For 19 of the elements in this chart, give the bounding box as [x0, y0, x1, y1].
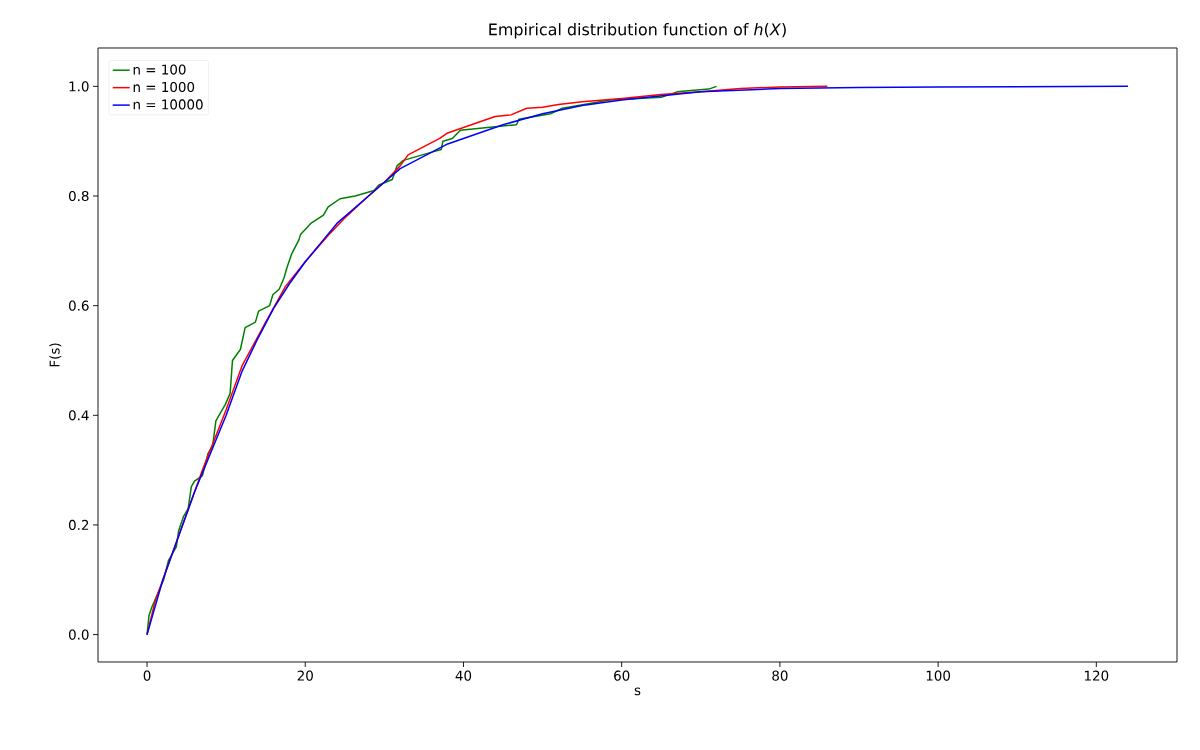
legend-label: n = 1000 [133, 81, 195, 93]
x-axis-title: s [634, 687, 641, 696]
x-tick-label: 20 [297, 670, 313, 681]
x-tick-label: 80 [772, 670, 788, 681]
y-tick-label: 0.2 [68, 519, 89, 531]
legend-label: n = 100 [133, 64, 186, 75]
chart-title: Empirical distribution function of h(X) [489, 23, 786, 39]
legend-label: n = 10000 [133, 99, 203, 110]
x-tick-label: 0 [143, 670, 151, 681]
x-tick-label: 60 [614, 670, 630, 681]
x-tick-label: 40 [455, 670, 472, 681]
y-tick-label: 1.0 [69, 81, 89, 92]
y-tick-label: 0.8 [68, 190, 89, 202]
y-tick-label: 0.6 [68, 300, 89, 311]
y-tick-label: 0.4 [68, 410, 89, 421]
x-tick-label: 100 [926, 670, 951, 681]
y-axis-title: F(s) [49, 343, 62, 367]
x-tick-label: 120 [1084, 670, 1109, 681]
y-tick-label: 0.0 [68, 629, 89, 640]
